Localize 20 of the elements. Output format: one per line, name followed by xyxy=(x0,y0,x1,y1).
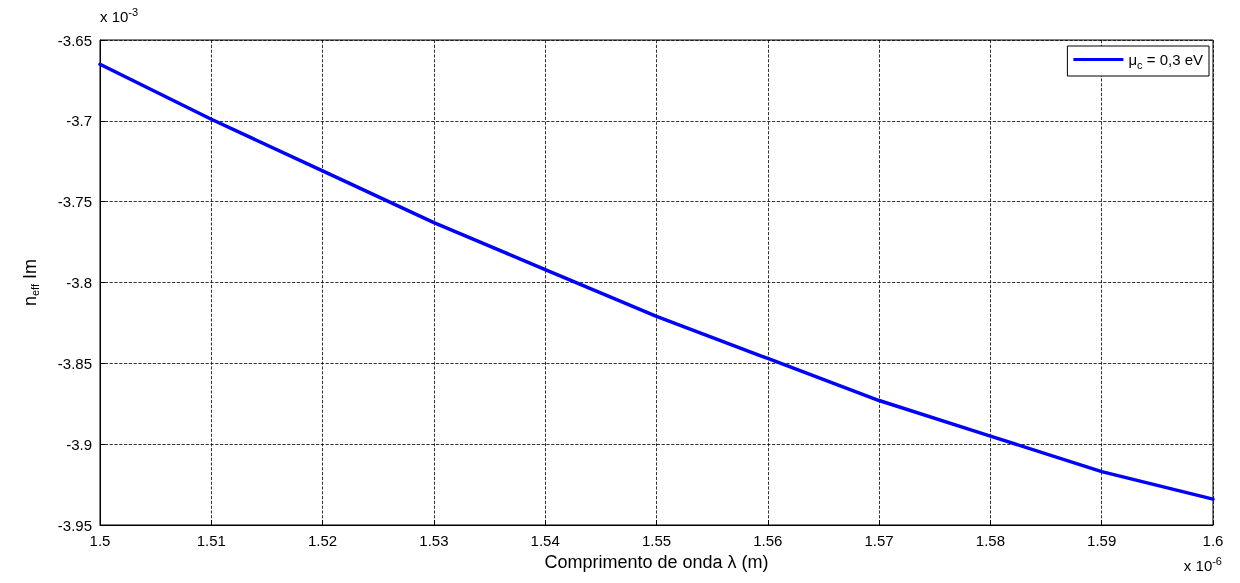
y-tick-label: -3.75 xyxy=(57,193,92,211)
y-tick-label: -3.85 xyxy=(57,354,92,372)
y-tick-label: -3.7 xyxy=(66,112,92,130)
x-tick-label: 1.52 xyxy=(308,532,338,549)
x-tick-label: 1.6 xyxy=(1202,532,1224,549)
x-tick-label: 1.59 xyxy=(1087,532,1117,549)
y-axis-title: neff Im xyxy=(19,258,41,307)
y-tick-label: -3.9 xyxy=(66,435,92,453)
x-tick-label: 1.57 xyxy=(864,532,894,549)
x-tick-label: 1.55 xyxy=(641,532,672,549)
x-tick-label: 1.54 xyxy=(530,532,560,549)
x-tick-label: 1.56 xyxy=(753,532,783,549)
x-tick-label: 1.5 xyxy=(89,532,111,549)
x-tick-label: 1.58 xyxy=(975,532,1005,549)
x-tick-label: 1.53 xyxy=(419,532,449,549)
y-tick-label: -3.95 xyxy=(57,516,92,534)
y-tick-label: -3.8 xyxy=(66,274,92,291)
x-axis-title: Comprimento de onda λ (m) xyxy=(544,551,769,572)
y-tick-label: -3.65 xyxy=(57,31,92,49)
x-tick-label: 1.51 xyxy=(196,532,226,549)
